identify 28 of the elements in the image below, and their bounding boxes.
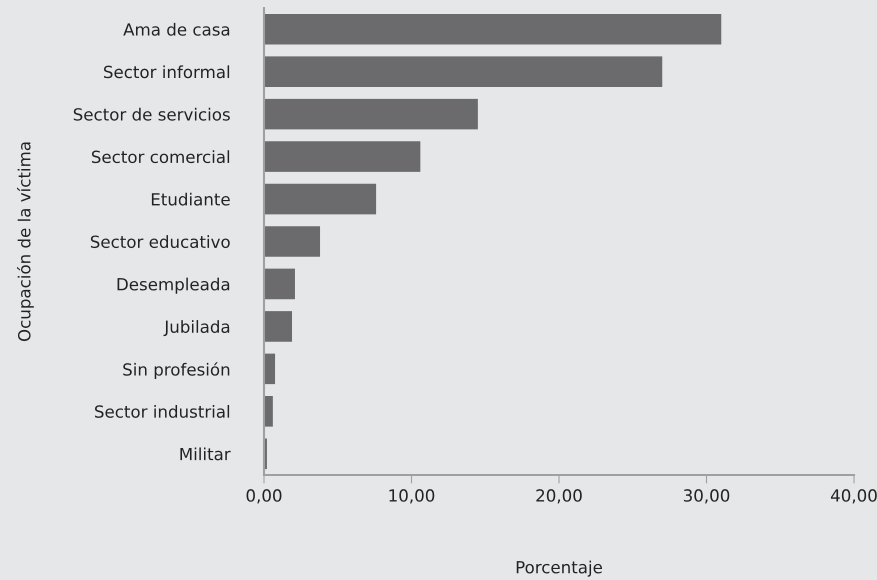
y-axis-title: Ocupación de la víctima (17, 142, 34, 342)
y-tick-label: Jubilada (163, 320, 230, 336)
x-tick-label: 30,00 (684, 489, 730, 504)
bar (264, 226, 320, 257)
y-tick-label: Sector industrial (95, 404, 230, 418)
y-tick-label: Etudiante (152, 192, 230, 206)
y-tick-label: Sector informal (104, 65, 230, 78)
bar (264, 98, 478, 130)
y-tick-label: Sector de servicios (74, 108, 230, 121)
x-tick-label: 10,00 (389, 489, 434, 504)
bar (264, 56, 662, 87)
x-tick-label: 0,00 (246, 489, 282, 504)
x-tick-label: 20,00 (536, 489, 582, 504)
bar (264, 354, 276, 384)
y-tick-label: Sector comercial (92, 150, 230, 164)
bar (264, 396, 273, 427)
y-tick-label: Sector educativo (90, 235, 230, 248)
y-tick-label: Ama de casa (123, 22, 230, 36)
y-tick-label: Sin profesión (123, 362, 230, 379)
x-tick-label: 40,00 (830, 489, 877, 504)
bar (264, 311, 292, 342)
y-tick-label: Militar (180, 447, 231, 460)
bar (264, 268, 295, 300)
x-axis-title: Porcentaje (516, 560, 602, 577)
bar (264, 141, 420, 172)
bar (264, 184, 376, 214)
y-tick-label: Desempleada (118, 278, 230, 294)
bar (264, 14, 722, 45)
